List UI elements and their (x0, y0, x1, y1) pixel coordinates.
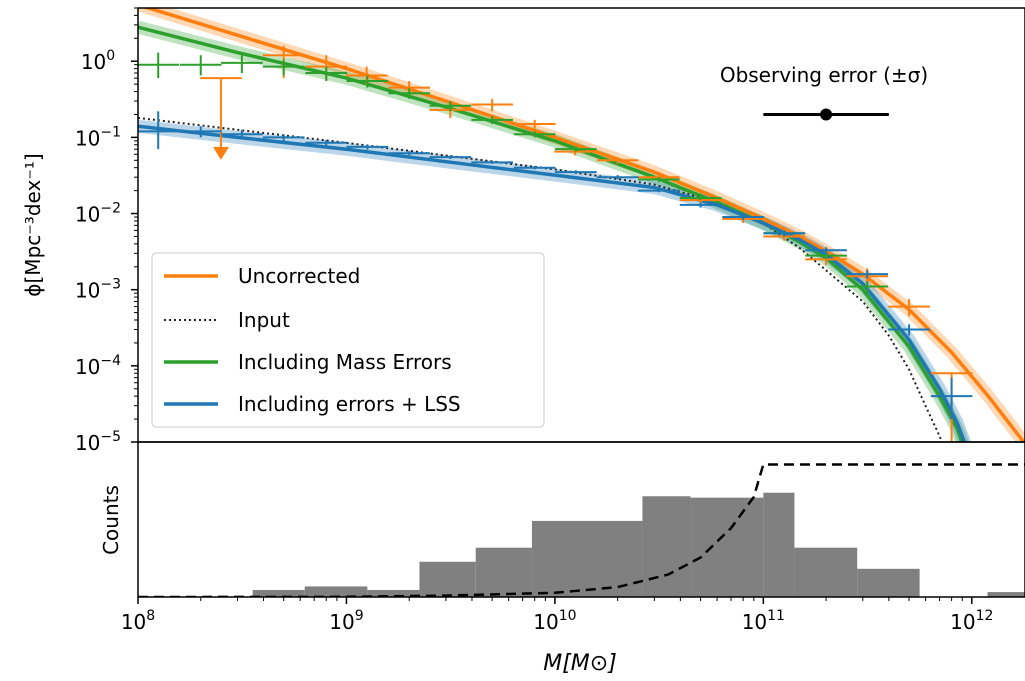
x-tick-label: 1010 (533, 608, 576, 634)
mass-function-plot-area (138, 8, 1025, 442)
histogram-bar (367, 589, 420, 597)
y-tick-label: 10−3 (75, 277, 121, 303)
y-tick-label: 10−4 (75, 353, 121, 379)
series-line-including-errors-lss (138, 124, 967, 442)
x-tick-label: 1011 (742, 608, 785, 634)
y-axis-label: ϕ[Mpc⁻³dex⁻¹] (21, 153, 45, 296)
histogram-bar (690, 497, 764, 597)
histogram-bar (794, 547, 858, 597)
observing-error-dot (820, 108, 833, 121)
histogram-bar (419, 561, 476, 597)
legend-frame (151, 252, 545, 428)
x-axis-ticks: 108 109 1010 1011 1012 (121, 597, 993, 634)
histogram-bar (304, 586, 368, 597)
histogram-bar (642, 496, 691, 597)
histogram-plot-area (138, 463, 1025, 597)
counts-axis-label: Counts (99, 485, 123, 555)
legend-label-mass-errors: Including Mass Errors (238, 350, 452, 374)
y-tick-label: 100 (81, 48, 115, 74)
y-tick-label: 10−5 (75, 429, 121, 455)
histogram-bar (987, 592, 1025, 597)
y-tick-label: 10−1 (75, 124, 121, 150)
histogram-bars (252, 492, 1025, 597)
legend-label-uncorrected: Uncorrected (238, 264, 360, 288)
histogram-bar (252, 589, 305, 597)
histogram-bar (857, 568, 920, 597)
observing-error-label: Observing error (±σ) (720, 63, 928, 87)
y-tick-label: 10−2 (75, 201, 121, 227)
histogram-bar (763, 492, 795, 597)
counts-histogram-panel: 108 109 1010 1011 1012 Counts M[M⊙] (99, 463, 1025, 676)
x-tick-label: 109 (329, 608, 363, 634)
bottom-panel-frame (137, 441, 1025, 598)
legend-label-input: Input (238, 308, 290, 332)
x-axis-label: M[M⊙] (543, 651, 617, 676)
mass-function-panel: 100 10−1 10−2 10−3 10−4 10−5 Observing error … (21, 7, 1025, 455)
legend: Uncorrected Input Including Mass Errors … (151, 252, 545, 428)
binned-data-points (138, 45, 973, 442)
x-tick-label: 1012 (950, 608, 993, 634)
observing-error-annotation: Observing error (±σ) (720, 63, 928, 121)
upper-limit-arrowhead-uncorrected (212, 146, 229, 160)
legend-label-errors-lss: Including errors + LSS (238, 392, 461, 416)
cumulative-completeness-curve (138, 463, 1025, 597)
x-tick-label: 108 (121, 608, 155, 634)
y-axis-ticks: 100 10−1 10−2 10−3 10−4 10−5 (75, 7, 138, 455)
histogram-bar (475, 547, 532, 597)
